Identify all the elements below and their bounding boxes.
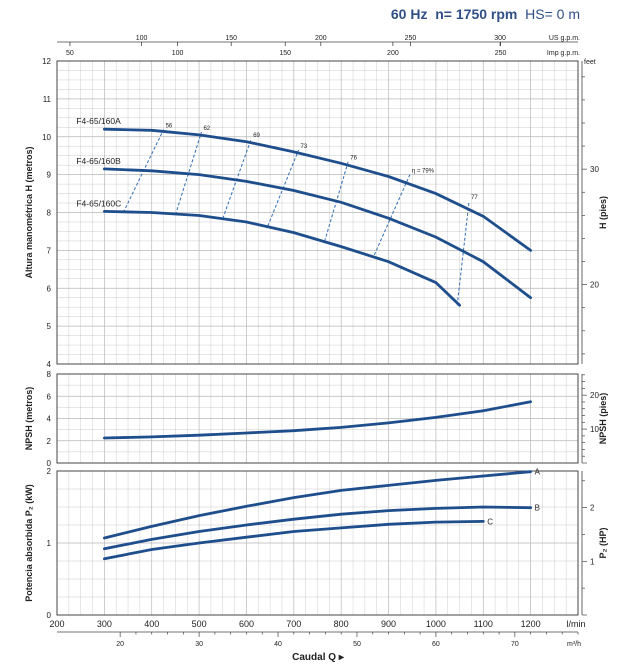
curve-label: F4-65/160A — [76, 116, 121, 126]
impgpm-tick-label: 200 — [387, 50, 399, 57]
y-tick-label: 4 — [47, 415, 52, 424]
impgpm-tick-label: 250 — [495, 50, 507, 57]
x-axis-title: Caudal Q ▸ — [292, 652, 345, 663]
x-tick-label: 600 — [239, 619, 254, 629]
chart-header: 60 Hz n= 1750 rpm HS= 0 m — [391, 6, 580, 22]
y-tick-label: 0 — [47, 459, 52, 468]
y-axis-title-right: NPSH (pies) — [598, 393, 608, 445]
lmin-label: l/min — [566, 619, 585, 629]
efficiency-label: 73 — [301, 144, 308, 150]
efficiency-label: 76 — [350, 155, 357, 161]
y-tick-label: 5 — [47, 322, 52, 331]
x-tick-label: 700 — [286, 619, 301, 629]
curve-label: F4-65/160C — [76, 198, 121, 208]
y-tick-label: 6 — [47, 392, 52, 401]
x-tick-label: 900 — [381, 619, 396, 629]
y-axis-title-right: P₂ (HP) — [598, 527, 608, 558]
efficiency-label: 69 — [253, 133, 260, 139]
efficiency-label: η = 79% — [412, 169, 435, 175]
x-tick-label: 500 — [192, 619, 207, 629]
right-tick-label: 2 — [590, 504, 595, 513]
m3h-tick-label: 70 — [511, 641, 519, 648]
right-tick-label: 20 — [590, 391, 599, 400]
right-tick-label: 20 — [590, 281, 599, 290]
power-curve — [103, 520, 485, 561]
y-tick-label: 6 — [47, 284, 52, 293]
x-tick-label: 1200 — [521, 619, 541, 629]
power-curve-label: C — [487, 517, 493, 526]
right-tick-label: 10 — [590, 425, 599, 434]
curve-label: F4-65/160B — [76, 156, 121, 166]
impgpm-tick-label: 50 — [66, 50, 74, 57]
y-tick-label: 2 — [47, 467, 52, 476]
power-curve-label: B — [535, 504, 540, 513]
y-axis-title: Altura manométrica H (metros) — [24, 146, 34, 278]
y-tick-label: 8 — [47, 370, 52, 379]
usgpm-tick-label: 100 — [136, 35, 148, 42]
head-curve — [103, 210, 461, 307]
efficiency-line — [174, 132, 202, 215]
y-tick-label: 11 — [43, 95, 52, 104]
usgpm-tick-label: 150 — [225, 35, 237, 42]
efficiency-label: 62 — [203, 126, 210, 132]
y-tick-label: 12 — [42, 57, 51, 66]
y-tick-label: 7 — [47, 246, 52, 255]
y-axis-title: NPSH (metros) — [24, 387, 34, 451]
efficiency-label: 56 — [166, 124, 173, 130]
usgpm-label: US g.p.m. — [549, 35, 580, 42]
y-tick-label: 10 — [42, 133, 51, 142]
frequency-label: 60 Hz — [390, 6, 428, 22]
x-tick-label: 1100 — [474, 619, 493, 629]
x-tick-label: 800 — [334, 619, 349, 629]
head-curve — [103, 127, 532, 252]
power-curve-label: A — [535, 468, 541, 477]
efficiency-label: 77 — [471, 195, 478, 201]
y-tick-label: 9 — [47, 171, 52, 180]
y-axis-title: Potencia absorbida P₂ (kW) — [24, 484, 34, 602]
x-tick-label: 200 — [49, 619, 64, 629]
impgpm-label: Imp g.p.m. — [547, 50, 580, 57]
y-tick-label: 1 — [47, 539, 52, 548]
usgpm-tick-label: 250 — [405, 35, 417, 42]
npsh-curve — [103, 400, 532, 440]
y-tick-label: 2 — [47, 437, 52, 446]
power-curve — [103, 470, 532, 540]
panel-frame — [56, 470, 579, 616]
x-tick-label: 300 — [97, 619, 112, 629]
suction-height-label: HS= 0 m — [525, 6, 580, 22]
y-tick-label: 0 — [47, 611, 52, 620]
speed-label: n= 1750 rpm — [435, 6, 518, 22]
right-tick-label: 30 — [590, 165, 599, 174]
head-curve — [103, 167, 532, 300]
m3h-tick-label: 40 — [274, 641, 282, 648]
power-curve — [103, 505, 532, 551]
usgpm-tick-label: 300 — [494, 35, 506, 42]
impgpm-tick-label: 150 — [279, 50, 291, 57]
m3h-tick-label: 30 — [195, 641, 203, 648]
y-tick-label: 8 — [47, 209, 52, 218]
feet-unit-label: feet — [584, 59, 596, 66]
y-axis-title-right: H (pies) — [598, 196, 608, 229]
x-tick-label: 1000 — [426, 619, 446, 629]
x-tick-label: 400 — [144, 619, 159, 629]
impgpm-tick-label: 100 — [172, 50, 184, 57]
y-tick-label: 4 — [47, 360, 52, 369]
usgpm-tick-label: 200 — [315, 35, 327, 42]
m3h-tick-label: 20 — [116, 641, 124, 648]
m3h-tick-label: 50 — [353, 641, 361, 648]
right-tick-label: 1 — [590, 557, 595, 566]
m3h-label: m³/h — [567, 641, 581, 648]
panel-frame — [56, 373, 579, 464]
efficiency-line — [456, 201, 470, 306]
m3h-tick-label: 60 — [432, 641, 440, 648]
panel-frame — [56, 60, 579, 365]
